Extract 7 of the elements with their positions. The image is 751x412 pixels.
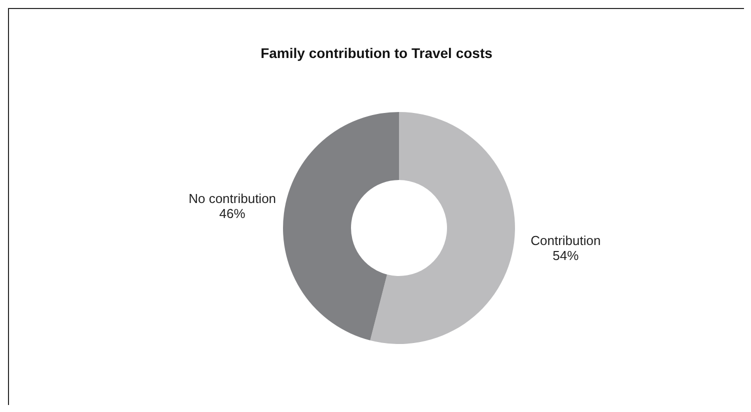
donut-slice: [370, 112, 515, 344]
data-label: 46%: [219, 206, 246, 221]
chart-title: Family contribution to Travel costs: [260, 45, 494, 61]
slice-label: No contribution: [188, 190, 276, 206]
slice-label: Contribution: [530, 233, 601, 248]
donut-slice: [283, 112, 399, 340]
data-label: 54%: [552, 248, 580, 264]
